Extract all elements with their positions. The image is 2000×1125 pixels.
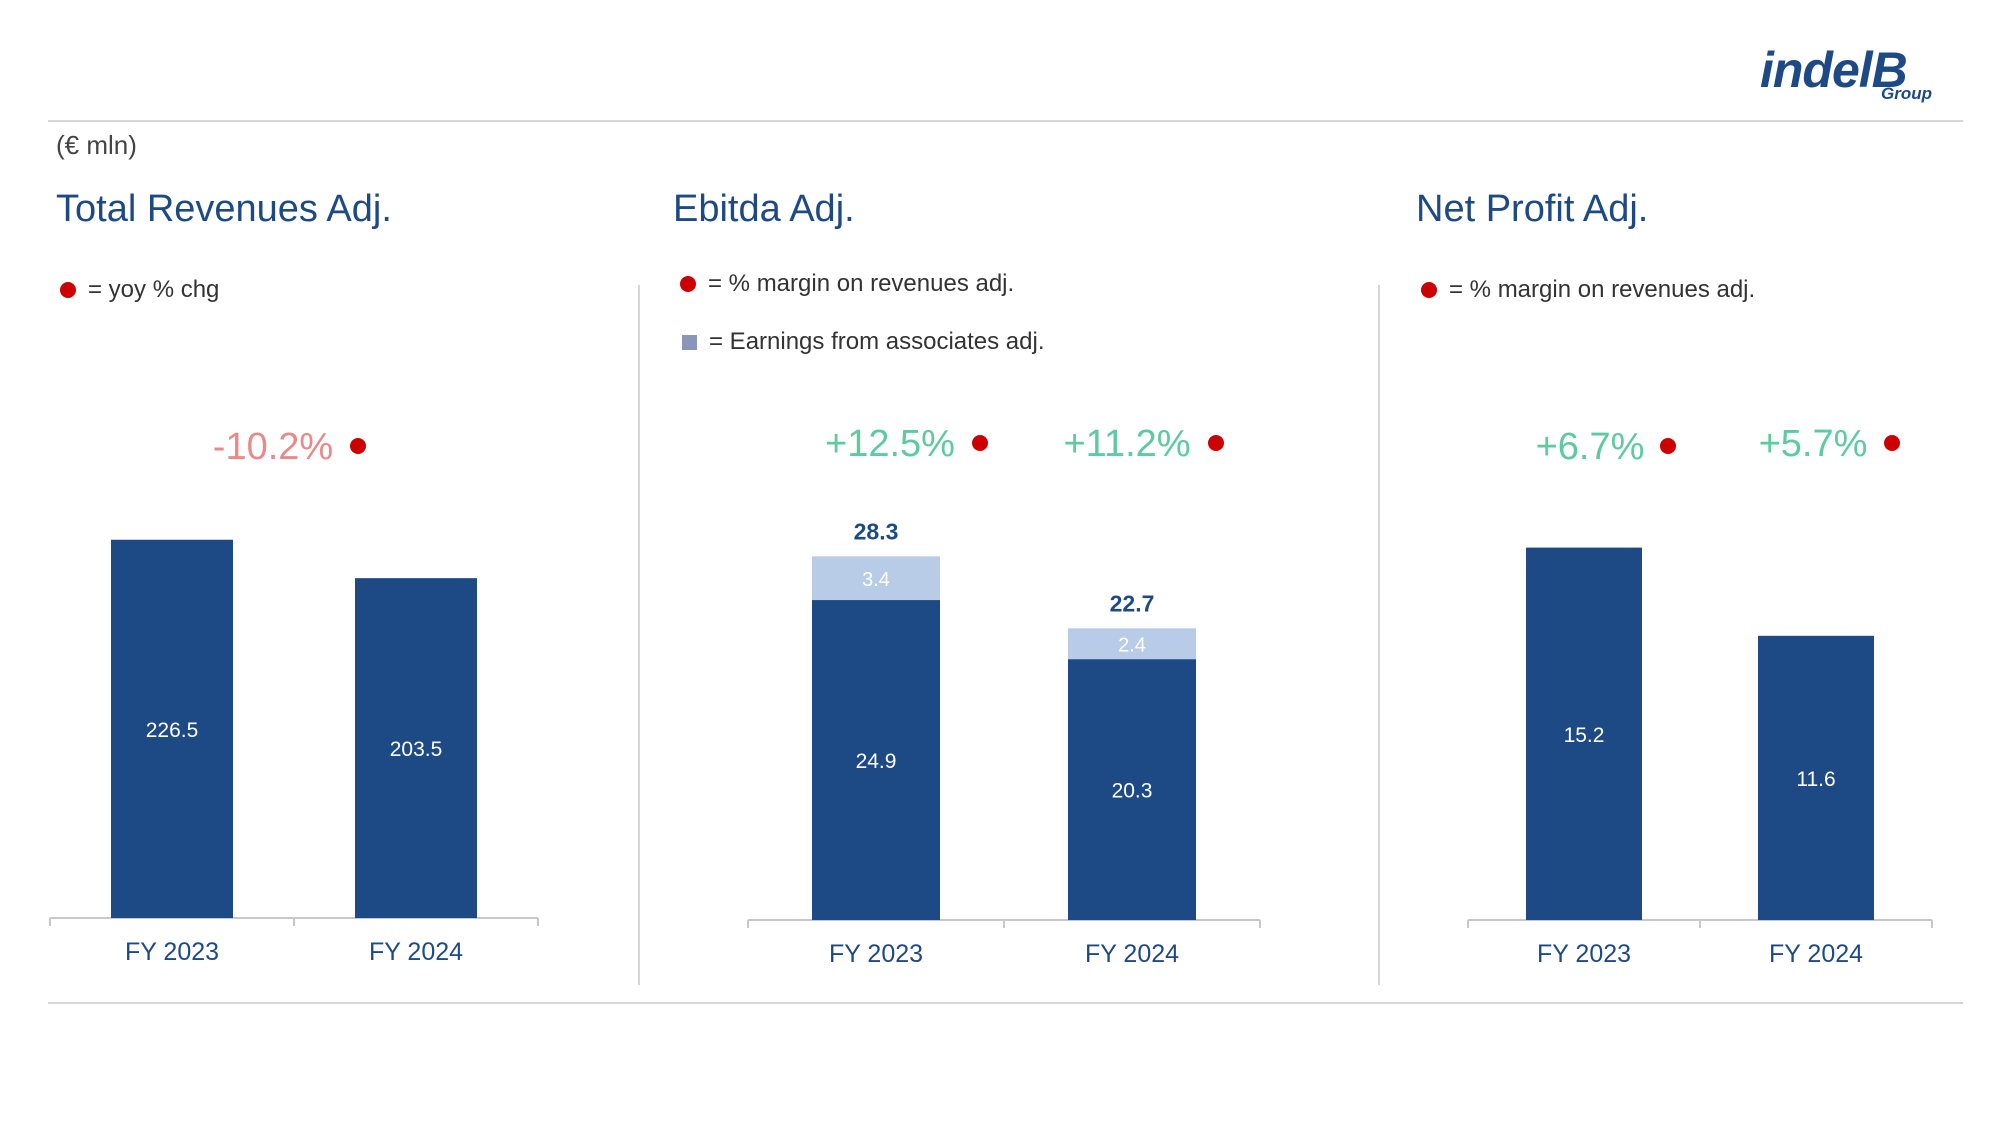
legend-text: = % margin on revenues adj.: [708, 270, 1015, 297]
yoy-indicator-label: +12.5%: [825, 423, 955, 465]
logo-subtitle: Group: [1881, 84, 1932, 103]
ebitda-legend-associates: = Earnings from associates adj.: [682, 328, 1045, 356]
bar: [355, 578, 477, 918]
header-divider: [48, 120, 1963, 122]
associates-bar-segment: [812, 556, 940, 601]
indelb-group-logo: indelB Group: [1760, 42, 1950, 108]
legend-text: = yoy % chg: [88, 276, 220, 303]
bar-value-label: 15.2: [1564, 724, 1605, 747]
bar: [1758, 635, 1874, 920]
net-profit-legend: = % margin on revenues adj.: [1421, 276, 1755, 304]
red-dot-icon: [1208, 435, 1224, 451]
yoy-indicator-label: -10.2%: [213, 426, 333, 468]
x-tick-label: FY 2024: [1085, 940, 1179, 968]
red-dot-icon: [350, 438, 366, 454]
grey-square-icon: [682, 334, 697, 350]
ebitda-title: Ebitda Adj.: [673, 188, 855, 230]
x-tick-label: FY 2023: [1537, 940, 1631, 968]
bar: [812, 600, 940, 920]
ebitda-legend-margin: = % margin on revenues adj.: [680, 270, 1014, 298]
yoy-indicator-label: +11.2%: [1063, 423, 1190, 465]
red-dot-icon: [680, 276, 696, 292]
panel-divider-1: [638, 285, 640, 985]
red-dot-icon: [60, 282, 76, 298]
footer-divider: [48, 1002, 1963, 1004]
x-tick-label: FY 2024: [1769, 940, 1863, 968]
bar: [1526, 547, 1642, 920]
red-dot-icon: [972, 435, 988, 451]
revenues-title: Total Revenues Adj.: [56, 188, 392, 230]
red-dot-icon: [1884, 435, 1900, 451]
associates-value-label: 3.4: [862, 569, 890, 591]
bar-total-label: 28.3: [854, 518, 899, 544]
x-tick-label: FY 2023: [125, 938, 219, 966]
bar: [1068, 659, 1196, 920]
legend-text: = % margin on revenues adj.: [1449, 276, 1756, 303]
yoy-indicator-label: +5.7%: [1759, 423, 1868, 465]
bar-value-label: 24.9: [856, 750, 897, 773]
red-dot-icon: [1660, 438, 1676, 454]
revenues-legend: = yoy % chg: [60, 276, 219, 304]
net-profit-title: Net Profit Adj.: [1416, 188, 1649, 230]
x-tick-label: FY 2023: [829, 940, 923, 968]
bar-total-label: 22.7: [1110, 590, 1155, 616]
bar-value-label: 11.6: [1796, 768, 1835, 791]
unit-label: (€ mln): [56, 130, 137, 160]
associates-bar-segment: [1068, 628, 1196, 660]
red-dot-icon: [1421, 282, 1437, 298]
logo-wordmark: indelB: [1760, 42, 1908, 98]
bar-value-label: 20.3: [1112, 780, 1153, 803]
x-tick-label: FY 2024: [369, 938, 463, 966]
associates-value-label: 2.4: [1118, 635, 1146, 657]
bar-value-label: 203.5: [390, 738, 443, 761]
panel-divider-2: [1378, 285, 1380, 985]
bar-value-label: 226.5: [146, 719, 199, 742]
bar: [111, 539, 233, 918]
legend-text: = Earnings from associates adj.: [709, 328, 1045, 355]
yoy-indicator-label: +6.7%: [1536, 426, 1645, 468]
